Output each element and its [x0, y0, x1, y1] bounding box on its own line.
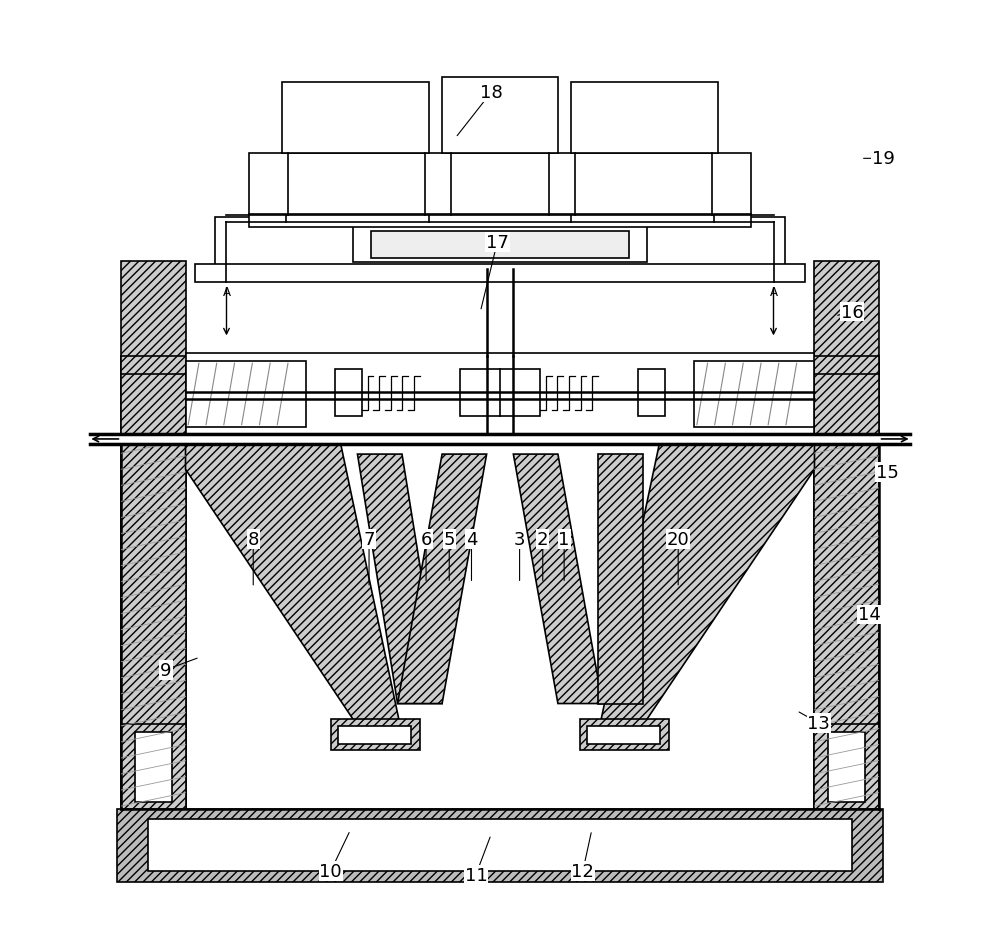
Bar	[638, 370, 665, 416]
Bar	[249, 154, 751, 216]
Text: 5: 5	[443, 530, 455, 548]
Bar	[571, 83, 718, 154]
Bar	[195, 265, 805, 283]
Polygon shape	[357, 454, 442, 704]
Bar	[121, 261, 186, 439]
Bar	[282, 83, 429, 154]
Polygon shape	[398, 454, 487, 704]
Text: 15: 15	[876, 464, 899, 481]
Bar	[353, 227, 647, 262]
Bar	[135, 732, 172, 802]
Bar	[814, 261, 879, 439]
Bar	[186, 439, 814, 808]
Text: 6: 6	[420, 530, 432, 548]
Bar	[121, 439, 186, 808]
Bar	[331, 719, 420, 750]
Bar	[580, 719, 669, 750]
Bar	[335, 370, 362, 416]
Text: 12: 12	[571, 862, 594, 880]
Text: 11: 11	[465, 866, 487, 883]
Text: A: A	[222, 286, 230, 298]
Bar	[90, 434, 910, 445]
Text: 4: 4	[466, 530, 477, 548]
Bar	[121, 360, 879, 439]
Polygon shape	[600, 439, 814, 726]
Text: 18: 18	[480, 84, 502, 102]
Text: 17: 17	[486, 234, 509, 252]
Polygon shape	[513, 454, 602, 704]
Bar	[148, 819, 852, 871]
Bar	[460, 370, 540, 416]
Bar	[338, 726, 411, 743]
Text: 20: 20	[667, 530, 690, 548]
Bar	[442, 78, 558, 154]
Text: 1: 1	[558, 530, 570, 548]
Bar	[186, 354, 814, 434]
Polygon shape	[598, 454, 643, 704]
Text: 9: 9	[160, 661, 172, 679]
Text: 3: 3	[514, 530, 525, 548]
Bar	[215, 218, 785, 270]
Bar	[371, 232, 629, 259]
Text: 16: 16	[841, 303, 863, 321]
Text: 14: 14	[858, 606, 881, 624]
Bar	[814, 724, 879, 808]
Bar	[694, 362, 814, 428]
Text: A: A	[770, 286, 778, 298]
Text: 7: 7	[363, 530, 375, 548]
Text: 10: 10	[319, 862, 342, 880]
Bar	[121, 439, 186, 808]
Bar	[121, 724, 186, 808]
Bar	[121, 357, 879, 375]
Bar	[828, 732, 865, 802]
Bar	[814, 439, 879, 808]
Polygon shape	[186, 439, 400, 726]
Bar	[121, 439, 186, 808]
Text: 19: 19	[872, 150, 895, 168]
Text: 13: 13	[807, 715, 830, 732]
Bar	[814, 439, 879, 808]
Bar	[186, 362, 306, 428]
Bar	[249, 214, 751, 228]
Bar	[117, 808, 883, 882]
Text: 2: 2	[537, 530, 549, 548]
Text: 8: 8	[248, 530, 259, 548]
Bar	[587, 726, 660, 743]
